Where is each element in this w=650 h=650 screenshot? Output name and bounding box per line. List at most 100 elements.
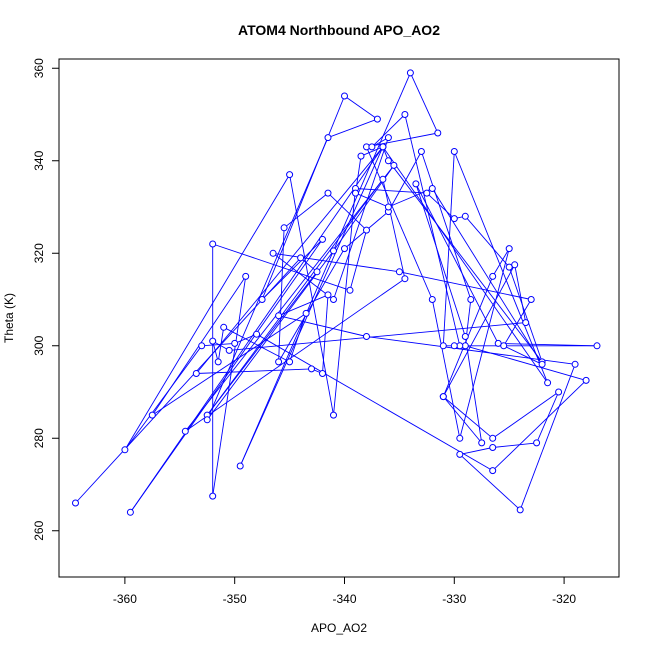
series-segment	[349, 229, 367, 291]
series-segment	[283, 192, 329, 229]
series-segment	[431, 188, 543, 365]
y-tick-label: 300	[32, 335, 46, 355]
data-point	[368, 143, 376, 151]
series-segment	[464, 336, 483, 443]
data-point	[489, 272, 497, 280]
series-segment	[492, 391, 559, 439]
data-point	[456, 450, 464, 458]
data-point	[461, 333, 469, 340]
series-segment	[442, 151, 455, 346]
data-point	[330, 296, 337, 303]
x-tick-label: -360	[113, 592, 137, 606]
y-tick-label: 360	[32, 58, 46, 78]
series-segment	[371, 114, 406, 148]
data-point	[395, 268, 403, 276]
series-segment	[272, 252, 334, 300]
data-point	[352, 189, 359, 197]
data-point	[516, 506, 524, 514]
data-point	[450, 215, 458, 223]
series-segment	[503, 299, 532, 347]
data-point	[286, 358, 294, 366]
data-point	[363, 226, 370, 234]
data-point	[198, 342, 206, 350]
data-point	[428, 185, 436, 192]
data-point	[593, 342, 601, 350]
series-segment	[212, 276, 247, 497]
series-segment	[420, 151, 472, 300]
series-segment	[442, 264, 516, 397]
series-segment	[503, 345, 543, 365]
series-segment	[498, 342, 598, 347]
series-segment	[130, 146, 384, 513]
data-point	[522, 319, 530, 327]
series-segment	[426, 192, 455, 219]
data-point	[401, 275, 409, 283]
data-point	[379, 175, 387, 183]
series-segment	[256, 333, 493, 471]
series-segment	[388, 160, 543, 363]
series-segment	[514, 264, 527, 323]
data-point	[390, 161, 398, 169]
data-point	[231, 339, 239, 347]
series-segment	[508, 266, 543, 363]
series-segment	[239, 72, 411, 467]
series-segment	[184, 165, 395, 432]
data-point	[121, 446, 129, 454]
data-point	[324, 134, 332, 142]
data-point	[319, 370, 326, 377]
series-segment	[327, 118, 378, 139]
series-segment	[278, 248, 345, 363]
series-segment	[442, 396, 483, 444]
x-tick-label: -350	[223, 592, 247, 606]
series-segment	[459, 248, 510, 439]
series-segment	[289, 174, 334, 416]
data-point	[236, 462, 244, 470]
data-point	[297, 254, 305, 262]
data-point	[126, 508, 134, 516]
y-tick-label: 340	[32, 150, 46, 170]
y-tick-label: 320	[32, 243, 46, 263]
series-segment	[278, 227, 285, 362]
data-point	[505, 263, 513, 271]
data-point	[269, 249, 277, 257]
data-point	[439, 393, 447, 401]
series-segment	[327, 192, 367, 231]
data-point	[571, 360, 579, 368]
series-segment	[234, 333, 257, 344]
series-segment	[333, 137, 389, 300]
data-point	[434, 129, 442, 137]
series-segment	[360, 146, 384, 157]
data-point	[319, 235, 326, 243]
series-segment	[196, 368, 312, 374]
data-point	[324, 291, 332, 299]
data-point	[363, 333, 370, 340]
series-segment	[355, 192, 389, 208]
data-point	[544, 379, 552, 387]
series-segment	[344, 95, 378, 120]
data-point	[72, 499, 79, 507]
x-axis-label: APO_AO2	[311, 621, 367, 635]
series-segment	[355, 188, 427, 194]
data-point	[527, 296, 535, 303]
series-segment	[300, 257, 318, 273]
plot-frame	[58, 58, 620, 578]
data-point	[500, 342, 508, 350]
data-point	[467, 296, 475, 303]
data-point	[308, 365, 315, 373]
y-axis-label: Theta (K)	[2, 293, 16, 343]
data-point	[209, 240, 217, 248]
series-segment	[404, 114, 461, 346]
series-segment	[201, 342, 235, 347]
data-point	[538, 360, 546, 368]
series-segment	[229, 322, 526, 351]
data-point	[280, 224, 288, 232]
series-segment	[278, 315, 367, 337]
series-segment	[492, 380, 587, 471]
data-point	[373, 115, 381, 123]
data-point	[286, 171, 294, 179]
data-point	[275, 312, 283, 320]
series-segment	[431, 299, 461, 439]
data-point	[341, 92, 348, 100]
data-point	[505, 245, 513, 253]
